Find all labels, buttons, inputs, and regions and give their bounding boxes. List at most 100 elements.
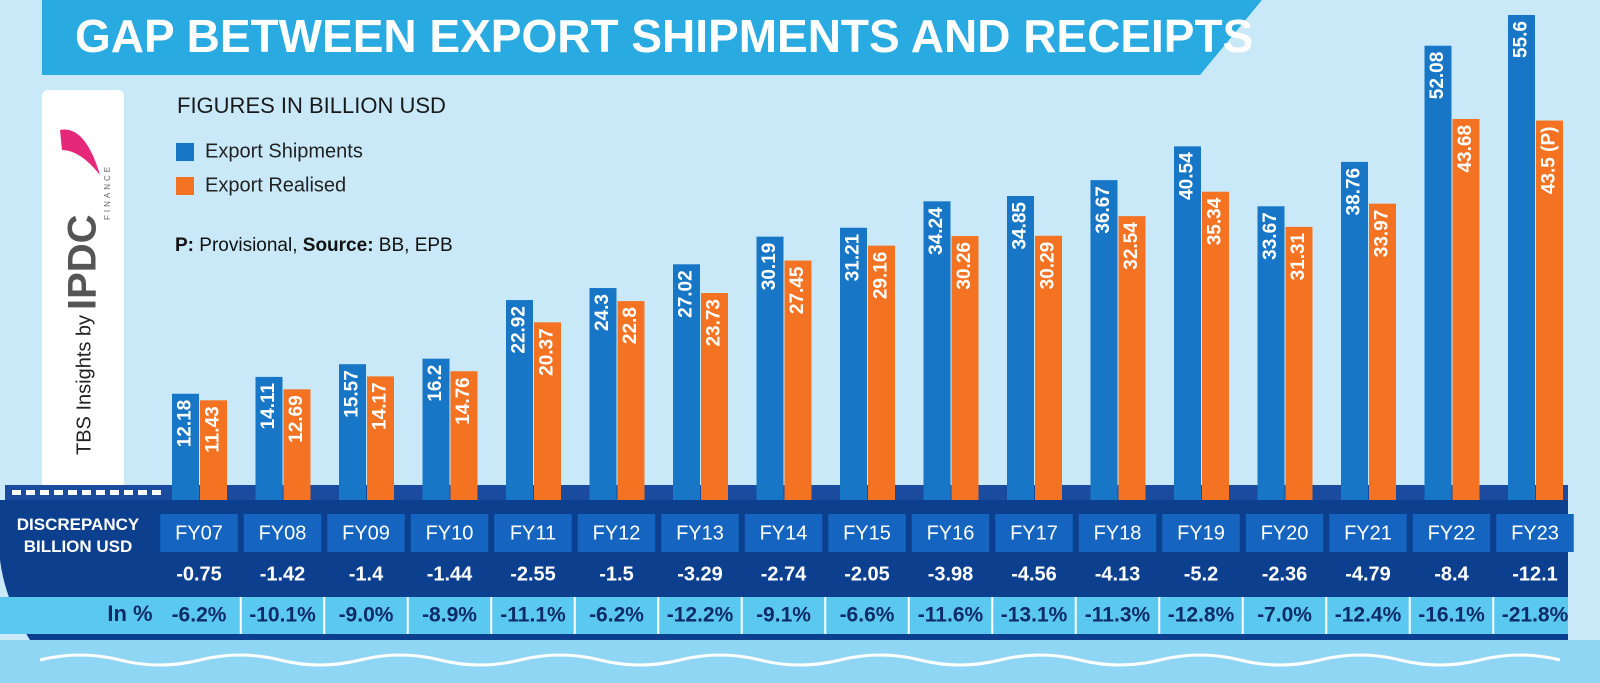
bar <box>367 376 394 500</box>
credit: TBS Insights by <box>73 315 95 455</box>
bar <box>1174 146 1201 500</box>
value-label: 33.67 <box>1260 212 1281 260</box>
x-tick-label: FY17 <box>1010 522 1058 544</box>
discrepancy-value: -0.75 <box>176 563 222 585</box>
discrepancy-value: -5.2 <box>1184 563 1218 585</box>
bar <box>840 227 867 500</box>
value-label: 38.76 <box>1344 168 1365 216</box>
bar <box>701 293 728 500</box>
note: P: Provisional, Source: BB, EPB <box>175 235 453 256</box>
bar <box>589 288 617 500</box>
percent-value: -10.1% <box>249 604 316 627</box>
legend-label: Export Shipments <box>205 140 363 162</box>
percent-value: -8.9% <box>422 604 477 627</box>
legend-swatch <box>176 143 194 161</box>
value-label: 43.68 <box>1455 125 1476 173</box>
bar <box>1341 161 1368 500</box>
bar <box>784 260 812 500</box>
percent-value: -11.3% <box>1085 604 1151 627</box>
logo-sub: FINANCE <box>103 164 112 220</box>
percent-value: -6.6% <box>840 604 895 627</box>
x-tick-label: FY22 <box>1428 522 1476 544</box>
percent-value: -7.0% <box>1257 604 1312 627</box>
percent-value: -9.1% <box>756 604 811 627</box>
deck-dash <box>54 490 63 495</box>
value-label: 30.19 <box>759 243 780 291</box>
percent-value: -6.2% <box>589 604 644 627</box>
value-label: 31.31 <box>1288 232 1309 280</box>
value-label: 15.57 <box>342 370 363 418</box>
percent-value: -12.8% <box>1168 604 1235 627</box>
bar <box>200 400 227 500</box>
percent-value: -11.1% <box>500 604 566 627</box>
value-label: 34.85 <box>1010 202 1031 250</box>
value-label: 30.29 <box>1038 242 1059 290</box>
percent-value: -12.4% <box>1335 604 1402 627</box>
bar <box>617 301 645 500</box>
note-part: P: <box>175 235 194 256</box>
discrepancy-value: -12.1 <box>1512 563 1558 585</box>
value-label: 30.26 <box>954 242 975 290</box>
deck-dash <box>124 490 133 495</box>
note-part: Provisional, <box>194 235 303 256</box>
value-label: 40.54 <box>1177 152 1198 200</box>
value-label: 14.11 <box>258 382 279 429</box>
category-cell <box>410 514 489 552</box>
bar <box>422 358 450 500</box>
row-label-line: DISCREPANCY <box>17 515 140 534</box>
wave <box>39 653 1561 667</box>
bar <box>534 322 561 500</box>
bar <box>951 236 979 500</box>
discrepancy-value: -2.36 <box>1262 563 1308 585</box>
x-tick-label: FY12 <box>593 522 641 544</box>
value-label: 31.21 <box>843 233 864 281</box>
deck-dash <box>138 490 147 495</box>
bar <box>283 389 311 500</box>
percent-value: -6.2% <box>172 604 227 627</box>
value-label: 27.45 <box>787 266 808 314</box>
bar <box>1007 196 1034 501</box>
category-cell <box>1162 514 1240 552</box>
category-cell <box>1245 514 1324 552</box>
legend-swatch <box>176 177 194 195</box>
bar <box>923 201 951 501</box>
logo: IPDC <box>61 214 105 310</box>
deck-dash <box>68 490 77 495</box>
logo-mark <box>60 129 100 175</box>
category-cell <box>1412 514 1491 552</box>
x-tick-label: FY10 <box>426 522 474 544</box>
value-label: 55.6 <box>1511 21 1532 58</box>
category-cell <box>744 514 823 552</box>
bar <box>450 371 478 500</box>
deck-dash <box>82 490 91 495</box>
value-label: 43.5 (P) <box>1539 127 1560 195</box>
x-tick-label: FY16 <box>927 522 975 544</box>
deck-dash <box>26 490 35 495</box>
category-cell <box>243 514 322 552</box>
category-cell <box>1329 514 1407 552</box>
bar <box>1118 216 1146 500</box>
deck-dash <box>40 490 49 495</box>
row-label: In % <box>107 601 152 626</box>
percent-value: -16.1% <box>1418 604 1485 627</box>
x-tick-label: FY11 <box>510 522 556 544</box>
category-cell <box>160 514 238 552</box>
discrepancy-value: -2.74 <box>761 563 807 585</box>
discrepancy-value: -8.4 <box>1434 563 1469 585</box>
bar <box>172 393 199 500</box>
deck-dash <box>152 490 161 495</box>
bar <box>1508 15 1535 500</box>
discrepancy-value: -4.56 <box>1011 563 1057 585</box>
x-tick-label: FY20 <box>1261 522 1309 544</box>
discrepancy-value: -2.05 <box>844 563 890 585</box>
percent-value: -12.2% <box>667 604 734 627</box>
discrepancy-value: -1.5 <box>599 563 633 585</box>
category-cell <box>828 514 906 552</box>
row-label-line: BILLION USD <box>24 537 133 556</box>
category-cell <box>911 514 990 552</box>
value-label: 14.17 <box>370 382 391 430</box>
category-cell <box>1078 514 1157 552</box>
x-tick-label: FY07 <box>175 522 223 544</box>
value-label: 29.16 <box>871 252 892 300</box>
